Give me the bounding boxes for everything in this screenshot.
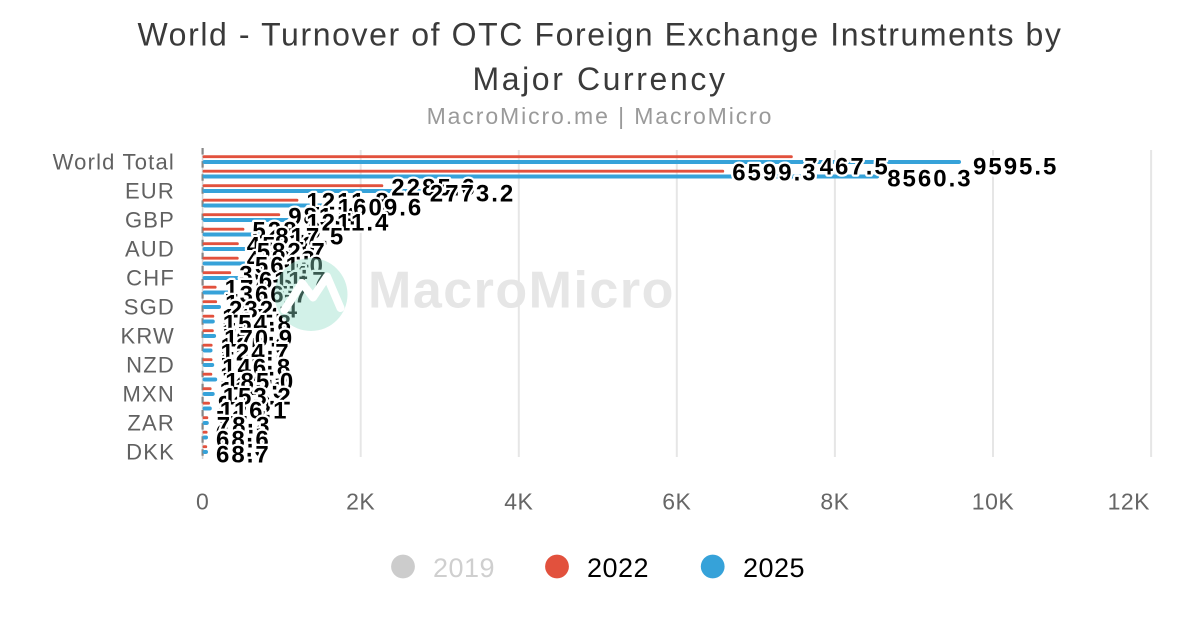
svg-text:GBP: GBP bbox=[125, 207, 175, 232]
svg-text:2285.6: 2285.6 bbox=[391, 174, 476, 201]
svg-text:8560.3: 8560.3 bbox=[887, 166, 972, 193]
svg-text:125.9: 125.9 bbox=[221, 334, 291, 361]
svg-text:817.5: 817.5 bbox=[275, 224, 345, 251]
svg-text:146.8: 146.8 bbox=[222, 354, 292, 381]
svg-text:4K: 4K bbox=[504, 489, 533, 515]
svg-text:Major Currency: Major Currency bbox=[472, 61, 727, 97]
svg-text:114.3: 114.3 bbox=[220, 377, 289, 404]
svg-text:122.3: 122.3 bbox=[220, 363, 290, 390]
svg-text:0: 0 bbox=[196, 489, 209, 515]
svg-text:9595.5: 9595.5 bbox=[973, 154, 1058, 181]
svg-text:185.0: 185.0 bbox=[225, 369, 295, 396]
svg-text:582.7: 582.7 bbox=[257, 238, 327, 265]
svg-text:93.6: 93.6 bbox=[218, 392, 273, 419]
svg-text:AUD: AUD bbox=[125, 236, 175, 261]
svg-text:7467.5: 7467.5 bbox=[804, 154, 889, 181]
svg-text:147.4: 147.4 bbox=[222, 305, 292, 332]
svg-text:170.9: 170.9 bbox=[224, 325, 294, 352]
svg-text:ZAR: ZAR bbox=[127, 410, 175, 435]
svg-text:KRW: KRW bbox=[120, 323, 175, 348]
svg-text:1211.4: 1211.4 bbox=[306, 209, 390, 236]
svg-text:68.7: 68.7 bbox=[216, 441, 271, 468]
svg-text:12K: 12K bbox=[1108, 489, 1151, 515]
svg-text:58.5: 58.5 bbox=[215, 435, 270, 462]
svg-text:6K: 6K bbox=[662, 489, 691, 515]
svg-text:176.6: 176.6 bbox=[225, 276, 295, 303]
svg-text:MacroMicro: MacroMicro bbox=[368, 262, 675, 320]
svg-text:125.1: 125.1 bbox=[221, 348, 291, 375]
svg-text:8K: 8K bbox=[820, 489, 849, 515]
svg-text:63.3: 63.3 bbox=[216, 421, 271, 448]
svg-text:2022: 2022 bbox=[587, 553, 649, 583]
svg-text:DKK: DKK bbox=[126, 439, 175, 464]
svg-text:116.1: 116.1 bbox=[220, 398, 289, 425]
svg-text:1609.6: 1609.6 bbox=[338, 195, 423, 222]
svg-text:154.8: 154.8 bbox=[223, 311, 293, 338]
svg-text:124.7: 124.7 bbox=[221, 340, 291, 367]
svg-text:MXN: MXN bbox=[123, 381, 176, 406]
svg-text:528.6: 528.6 bbox=[252, 218, 322, 245]
svg-text:CHF: CHF bbox=[126, 265, 175, 290]
svg-text:458.6: 458.6 bbox=[247, 232, 317, 259]
svg-text:981.4: 981.4 bbox=[288, 203, 358, 230]
svg-text:68.6: 68.6 bbox=[216, 427, 271, 454]
svg-text:6599.3: 6599.3 bbox=[732, 160, 817, 187]
svg-text:2025: 2025 bbox=[743, 553, 805, 583]
svg-text:1211.8: 1211.8 bbox=[306, 189, 390, 216]
svg-text:EUR: EUR bbox=[125, 178, 175, 203]
svg-text:SGD: SGD bbox=[124, 294, 175, 319]
svg-text:78.3: 78.3 bbox=[217, 412, 272, 439]
svg-text:456.3: 456.3 bbox=[247, 247, 317, 274]
svg-text:153.2: 153.2 bbox=[223, 383, 293, 410]
svg-text:561.0: 561.0 bbox=[255, 253, 325, 280]
svg-text:World - Turnover of OTC Foreig: World - Turnover of OTC Foreign Exchange… bbox=[137, 17, 1062, 53]
svg-text:142.2: 142.2 bbox=[222, 319, 292, 346]
svg-text:72.1: 72.1 bbox=[216, 406, 271, 433]
svg-text:10K: 10K bbox=[972, 489, 1015, 515]
svg-text:2773.2: 2773.2 bbox=[430, 180, 515, 207]
svg-text:2K: 2K bbox=[346, 489, 375, 515]
svg-text:2019: 2019 bbox=[433, 553, 495, 583]
svg-text:NZD: NZD bbox=[126, 352, 175, 377]
svg-text:World Total: World Total bbox=[53, 149, 175, 174]
svg-text:MacroMicro.me | MacroMicro: MacroMicro.me | MacroMicro bbox=[427, 103, 774, 129]
